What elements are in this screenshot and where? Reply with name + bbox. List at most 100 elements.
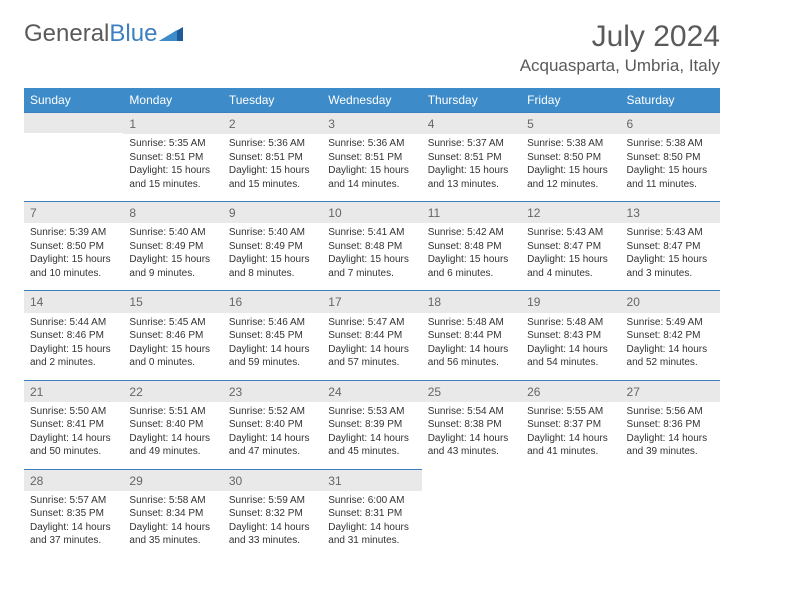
daylight-text-2: and 49 minutes.: [129, 445, 216, 459]
day-content: Sunrise: 5:45 AMSunset: 8:46 PMDaylight:…: [123, 313, 222, 380]
sunset-text: Sunset: 8:51 PM: [129, 151, 216, 165]
sunset-text: Sunset: 8:49 PM: [129, 240, 216, 254]
daylight-text-1: Daylight: 14 hours: [527, 343, 614, 357]
sunrise-text: Sunrise: 5:43 AM: [527, 226, 614, 240]
calendar-row: 1Sunrise: 5:35 AMSunset: 8:51 PMDaylight…: [24, 112, 720, 201]
month-year: July 2024: [520, 20, 720, 54]
sunset-text: Sunset: 8:32 PM: [229, 507, 316, 521]
daylight-text-2: and 47 minutes.: [229, 445, 316, 459]
day-number: 20: [621, 290, 720, 312]
daylight-text-1: Daylight: 14 hours: [129, 521, 216, 535]
sunrise-text: Sunrise: 5:48 AM: [428, 316, 515, 330]
daylight-text-1: Daylight: 14 hours: [527, 432, 614, 446]
calendar-cell: [422, 469, 521, 558]
logo-text-2: Blue: [109, 20, 157, 48]
daylight-text-2: and 43 minutes.: [428, 445, 515, 459]
sunset-text: Sunset: 8:39 PM: [328, 418, 415, 432]
sunrise-text: Sunrise: 5:40 AM: [229, 226, 316, 240]
day-number: 11: [422, 201, 521, 223]
daylight-text-1: Daylight: 15 hours: [129, 343, 216, 357]
day-content: Sunrise: 5:47 AMSunset: 8:44 PMDaylight:…: [322, 313, 421, 380]
daylight-text-2: and 2 minutes.: [30, 356, 117, 370]
day-content: Sunrise: 5:55 AMSunset: 8:37 PMDaylight:…: [521, 402, 620, 469]
day-content: Sunrise: 5:48 AMSunset: 8:44 PMDaylight:…: [422, 313, 521, 380]
sunrise-text: Sunrise: 5:43 AM: [627, 226, 714, 240]
sunrise-text: Sunrise: 5:39 AM: [30, 226, 117, 240]
day-content: Sunrise: 5:39 AMSunset: 8:50 PMDaylight:…: [24, 223, 123, 290]
daylight-text-1: Daylight: 15 hours: [30, 253, 117, 267]
empty-day-content: [521, 469, 620, 523]
sunrise-text: Sunrise: 5:36 AM: [229, 137, 316, 151]
day-content: Sunrise: 5:59 AMSunset: 8:32 PMDaylight:…: [223, 491, 322, 558]
daylight-text-2: and 50 minutes.: [30, 445, 117, 459]
daylight-text-1: Daylight: 14 hours: [428, 432, 515, 446]
day-number: 4: [422, 112, 521, 134]
calendar-cell: 20Sunrise: 5:49 AMSunset: 8:42 PMDayligh…: [621, 290, 720, 379]
calendar-cell: 13Sunrise: 5:43 AMSunset: 8:47 PMDayligh…: [621, 201, 720, 290]
calendar-cell: 1Sunrise: 5:35 AMSunset: 8:51 PMDaylight…: [123, 112, 222, 201]
sunrise-text: Sunrise: 5:54 AM: [428, 405, 515, 419]
sunset-text: Sunset: 8:44 PM: [428, 329, 515, 343]
sunrise-text: Sunrise: 5:37 AM: [428, 137, 515, 151]
daylight-text-1: Daylight: 14 hours: [229, 521, 316, 535]
sunrise-text: Sunrise: 6:00 AM: [328, 494, 415, 508]
calendar-cell: 30Sunrise: 5:59 AMSunset: 8:32 PMDayligh…: [223, 469, 322, 558]
daylight-text-1: Daylight: 15 hours: [129, 164, 216, 178]
calendar-body: 1Sunrise: 5:35 AMSunset: 8:51 PMDaylight…: [24, 112, 720, 558]
sunset-text: Sunset: 8:51 PM: [229, 151, 316, 165]
calendar-cell: 17Sunrise: 5:47 AMSunset: 8:44 PMDayligh…: [322, 290, 421, 379]
sunrise-text: Sunrise: 5:47 AM: [328, 316, 415, 330]
day-content: Sunrise: 5:58 AMSunset: 8:34 PMDaylight:…: [123, 491, 222, 558]
dayname-mon: Monday: [123, 88, 222, 112]
daylight-text-2: and 13 minutes.: [428, 178, 515, 192]
logo-text-1: General: [24, 20, 109, 48]
sunrise-text: Sunrise: 5:40 AM: [129, 226, 216, 240]
day-content: Sunrise: 5:54 AMSunset: 8:38 PMDaylight:…: [422, 402, 521, 469]
header: GeneralBlue July 2024 Acquasparta, Umbri…: [24, 20, 720, 76]
sunset-text: Sunset: 8:35 PM: [30, 507, 117, 521]
daylight-text-1: Daylight: 14 hours: [30, 432, 117, 446]
sunrise-text: Sunrise: 5:50 AM: [30, 405, 117, 419]
day-number: 30: [223, 469, 322, 491]
daylight-text-2: and 11 minutes.: [627, 178, 714, 192]
sunset-text: Sunset: 8:46 PM: [30, 329, 117, 343]
day-content: Sunrise: 5:35 AMSunset: 8:51 PMDaylight:…: [123, 134, 222, 201]
calendar-cell: 14Sunrise: 5:44 AMSunset: 8:46 PMDayligh…: [24, 290, 123, 379]
daylight-text-2: and 14 minutes.: [328, 178, 415, 192]
day-content: Sunrise: 5:38 AMSunset: 8:50 PMDaylight:…: [621, 134, 720, 201]
calendar-cell: 15Sunrise: 5:45 AMSunset: 8:46 PMDayligh…: [123, 290, 222, 379]
day-number: 8: [123, 201, 222, 223]
daylight-text-1: Daylight: 14 hours: [129, 432, 216, 446]
daylight-text-2: and 9 minutes.: [129, 267, 216, 281]
daylight-text-2: and 56 minutes.: [428, 356, 515, 370]
day-number: 31: [322, 469, 421, 491]
day-number: 10: [322, 201, 421, 223]
logo: GeneralBlue: [24, 20, 183, 48]
sunrise-text: Sunrise: 5:57 AM: [30, 494, 117, 508]
sunset-text: Sunset: 8:50 PM: [30, 240, 117, 254]
sunset-text: Sunset: 8:48 PM: [428, 240, 515, 254]
daylight-text-1: Daylight: 14 hours: [30, 521, 117, 535]
day-content: Sunrise: 5:57 AMSunset: 8:35 PMDaylight:…: [24, 491, 123, 558]
day-number: 28: [24, 469, 123, 491]
calendar-cell: 31Sunrise: 6:00 AMSunset: 8:31 PMDayligh…: [322, 469, 421, 558]
daylight-text-1: Daylight: 15 hours: [627, 164, 714, 178]
day-number: 7: [24, 201, 123, 223]
sunset-text: Sunset: 8:37 PM: [527, 418, 614, 432]
daylight-text-2: and 39 minutes.: [627, 445, 714, 459]
day-content: Sunrise: 5:50 AMSunset: 8:41 PMDaylight:…: [24, 402, 123, 469]
day-number: 26: [521, 380, 620, 402]
title-block: July 2024 Acquasparta, Umbria, Italy: [520, 20, 720, 76]
daylight-text-1: Daylight: 15 hours: [527, 253, 614, 267]
day-number: 24: [322, 380, 421, 402]
sunrise-text: Sunrise: 5:45 AM: [129, 316, 216, 330]
sunset-text: Sunset: 8:38 PM: [428, 418, 515, 432]
sunrise-text: Sunrise: 5:52 AM: [229, 405, 316, 419]
daylight-text-1: Daylight: 15 hours: [328, 253, 415, 267]
calendar-cell: [621, 469, 720, 558]
calendar-row: 28Sunrise: 5:57 AMSunset: 8:35 PMDayligh…: [24, 469, 720, 558]
daylight-text-1: Daylight: 14 hours: [328, 521, 415, 535]
sunset-text: Sunset: 8:51 PM: [328, 151, 415, 165]
sunset-text: Sunset: 8:45 PM: [229, 329, 316, 343]
day-content: Sunrise: 5:42 AMSunset: 8:48 PMDaylight:…: [422, 223, 521, 290]
